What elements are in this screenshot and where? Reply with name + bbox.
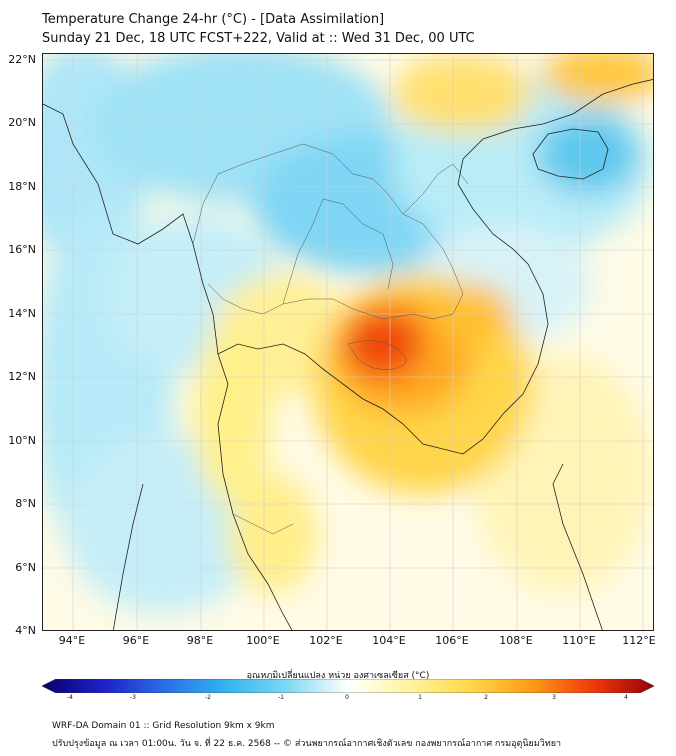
lat-label: 10°N: [8, 434, 36, 447]
footer-line2: ปรับปรุงข้อมูล ณ เวลา 01:00น. วัน จ. ที่…: [52, 739, 562, 749]
colorbar: [42, 679, 654, 693]
colorbar-tick: -2: [205, 694, 211, 701]
lat-label: 8°N: [15, 497, 36, 510]
colorbar-tick: -1: [278, 694, 284, 701]
lon-label: 98°E: [186, 634, 214, 647]
lon-label: 112°E: [622, 634, 656, 647]
colorbar-tick: 3: [552, 694, 556, 701]
lon-label: 96°E: [122, 634, 150, 647]
gridlines: [43, 54, 653, 630]
lat-label: 20°N: [8, 116, 36, 129]
map-canvas: [43, 54, 653, 630]
colorbar-tick: 2: [484, 694, 488, 701]
colorbar-tick: 4: [624, 694, 628, 701]
lon-label: 106°E: [435, 634, 469, 647]
chart-title: Temperature Change 24-hr (°C) - [Data As…: [42, 12, 385, 27]
colorbar-tick: 0: [345, 694, 349, 701]
colorbar-tick: 1: [418, 694, 422, 701]
borders: [192, 143, 469, 535]
colorbar-tick: -3: [130, 694, 136, 701]
colorbar-tick: -4: [67, 694, 73, 701]
lat-label: 4°N: [15, 624, 36, 637]
lon-label: 100°E: [246, 634, 280, 647]
temperature-change-map[interactable]: [42, 53, 654, 631]
lat-label: 18°N: [8, 180, 36, 193]
temperature-field: [43, 54, 653, 614]
lon-label: 104°E: [372, 634, 406, 647]
lon-label: 102°E: [309, 634, 343, 647]
lon-label: 110°E: [562, 634, 596, 647]
chart-subtitle: Sunday 21 Dec, 18 UTC FCST+222, Valid at…: [42, 31, 475, 46]
lat-label: 22°N: [8, 53, 36, 66]
colorbar-title: อุณหภูมิเปลี่ยนแปลง หน่วย องศาเซลเซียส (…: [246, 671, 430, 681]
lat-label: 16°N: [8, 243, 36, 256]
lon-label: 108°E: [499, 634, 533, 647]
lat-label: 6°N: [15, 561, 36, 574]
lon-label: 94°E: [58, 634, 86, 647]
coastlines: [43, 79, 653, 630]
lat-label: 14°N: [8, 307, 36, 320]
footer-line1: WRF-DA Domain 01 :: Grid Resolution 9km …: [52, 721, 275, 731]
lat-label: 12°N: [8, 370, 36, 383]
